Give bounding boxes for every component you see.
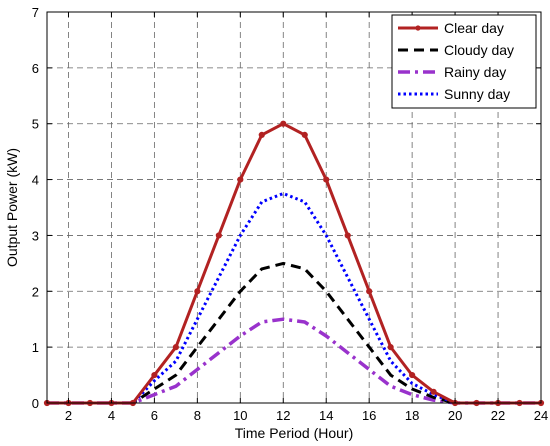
data-point (344, 232, 351, 239)
x-tick-label: 16 (362, 408, 376, 423)
data-point (280, 120, 287, 127)
legend-entry: Sunny day (398, 86, 510, 102)
x-tick-label: 10 (233, 408, 247, 423)
y-tick-label: 4 (32, 173, 39, 188)
x-tick-label: 22 (491, 408, 505, 423)
x-tick-label: 12 (276, 408, 290, 423)
y-tick-label: 5 (32, 117, 39, 132)
data-point (258, 131, 265, 138)
data-point (323, 176, 330, 183)
legend-entry: Cloudy day (398, 42, 514, 58)
x-tick-label: 20 (448, 408, 462, 423)
data-point (366, 288, 373, 295)
y-tick-label: 0 (32, 396, 39, 411)
y-tick-label: 7 (32, 5, 39, 20)
data-point (301, 131, 308, 138)
x-axis-label: Time Period (Hour) (235, 425, 354, 441)
y-axis-label: Output Power (kW) (4, 148, 20, 267)
data-point (237, 176, 244, 183)
y-tick-label: 3 (32, 228, 39, 243)
data-point (194, 288, 201, 295)
data-point (409, 371, 416, 379)
x-tick-label: 4 (108, 408, 115, 423)
data-point (151, 371, 158, 379)
legend-entry: Rainy day (398, 64, 506, 80)
data-point (430, 388, 437, 395)
y-tick-label: 1 (32, 340, 39, 355)
y-axis-ticks: 0 1 2 3 4 5 6 7 (32, 5, 541, 411)
x-tick-label: 8 (194, 408, 201, 423)
y-tick-label: 2 (32, 284, 39, 299)
x-tick-label: 18 (405, 408, 419, 423)
y-tick-label: 6 (32, 61, 39, 76)
legend-label: Clear day (444, 20, 504, 36)
data-point (387, 344, 394, 351)
data-point (172, 344, 179, 351)
data-point (215, 232, 222, 239)
x-tick-label: 14 (319, 408, 333, 423)
x-tick-label: 2 (65, 408, 72, 423)
legend-label: Sunny day (444, 86, 510, 102)
plot-frame (46, 11, 542, 404)
x-tick-label: 24 (534, 408, 548, 423)
legend-entry: Clear day (398, 20, 504, 36)
legend-label: Rainy day (444, 64, 506, 80)
x-tick-label: 6 (151, 408, 158, 423)
legend-marker (415, 25, 421, 31)
legend: Clear day Cloudy day Rainy day Sunny day (391, 14, 537, 109)
legend-label: Cloudy day (444, 42, 514, 58)
